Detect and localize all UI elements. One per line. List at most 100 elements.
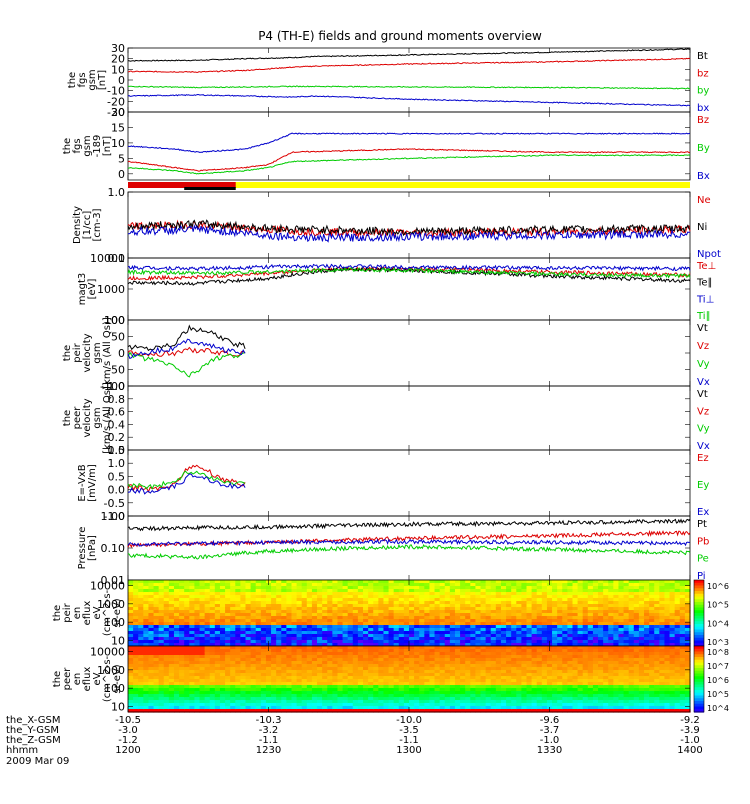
- legend-entry: Pt: [697, 519, 707, 530]
- y-tick-label: 10: [111, 137, 125, 150]
- y-axis-label-line: [cm-3]: [92, 208, 103, 241]
- y-tick-label: 1.5: [108, 444, 126, 457]
- colorbar-label: 10^6: [707, 582, 729, 591]
- y-tick-label: 10000: [90, 252, 125, 265]
- legend-entry: Te∥: [696, 278, 713, 289]
- legend-fgs_gse: Bz By Bx: [697, 115, 710, 182]
- y-tick-label: -0.5: [104, 497, 125, 510]
- y-axis-label-line: [km/s (All Qs)]: [102, 317, 113, 389]
- legend-entry: Ez: [697, 453, 709, 464]
- legend-entry: Pe: [697, 554, 709, 565]
- legend-temperature: Te⊥ Te∥ Ti⊥ Ti∥: [696, 261, 716, 322]
- legend-entry: Vy: [697, 424, 710, 435]
- legend-efield: Ez Ey Ex: [697, 453, 709, 518]
- legend-entry: Npot: [697, 249, 721, 260]
- legend-entry: By: [697, 143, 710, 154]
- y-axis-label: magt3[eV]: [77, 273, 98, 306]
- y-axis-label-line: [eV]: [87, 279, 98, 300]
- legend-entry: Bx: [697, 171, 710, 182]
- panel-frame: [128, 386, 690, 450]
- legend-entry: Ex: [697, 507, 709, 518]
- y-axis-label: Density[1/cc][cm-3]: [72, 206, 103, 244]
- y-tick-label: 1.0: [108, 457, 126, 470]
- legend-entry: Vx: [697, 441, 710, 452]
- colorbar-label: 10^4: [707, 619, 729, 628]
- series-Ti∥: [128, 268, 690, 278]
- y-tick-label: 15: [111, 121, 125, 134]
- legend-entry: bz: [697, 68, 709, 79]
- y-axis-label-line: [mV/m]: [87, 464, 98, 502]
- colorbar-label: 10^5: [707, 601, 729, 610]
- y-tick-label: 0.5: [108, 470, 126, 483]
- legend-entry: Pb: [697, 536, 709, 547]
- legend-entry: Bt: [697, 51, 708, 62]
- legend-entry: Ni: [697, 222, 707, 233]
- y-tick-label: 0: [118, 168, 125, 181]
- mode-bar-black: [184, 187, 236, 190]
- y-tick-label: 0.10: [101, 542, 126, 555]
- legend-entry: Vy: [697, 359, 710, 370]
- y-tick-label: 1.0: [108, 186, 126, 199]
- series-bz: [128, 58, 690, 72]
- y-tick-label: 1.00: [101, 510, 126, 523]
- legend-fgs_gsm: Bt bz by bx: [697, 51, 709, 114]
- legend-entry: Ey: [697, 480, 709, 491]
- legend-entry: Vz: [697, 406, 709, 417]
- legend-entry: Ti⊥: [696, 294, 714, 305]
- spectrogram-electron_eflux: [128, 646, 691, 713]
- panel-frame: [128, 48, 690, 112]
- y-axis-label: E=-VxB[mV/m]: [77, 464, 98, 502]
- legend-entry: bx: [697, 103, 709, 114]
- series-bx: [128, 95, 690, 106]
- legend-entry: Te⊥: [696, 261, 716, 272]
- series-Te∥: [128, 268, 690, 285]
- y-tick-label: 5: [118, 152, 125, 165]
- y-axis-label-line: [nT]: [102, 136, 113, 156]
- y-tick-label: 20: [111, 106, 125, 119]
- series-Pe: [128, 545, 690, 559]
- y-tick-label: 1000: [97, 283, 125, 296]
- mode-bar: [128, 182, 690, 190]
- colorbar-label: 10^3: [707, 638, 729, 647]
- legend-entry: Bz: [697, 115, 709, 126]
- y-axis-label-line: [nT]: [97, 70, 108, 90]
- series-Bz: [128, 149, 690, 171]
- legend-entry: Ne: [697, 195, 711, 206]
- y-axis-label: Pressure[nPa]: [77, 527, 98, 570]
- legend-entry: Ti∥: [696, 311, 711, 322]
- legend-entry: Vz: [697, 341, 709, 352]
- legend-entry: by: [697, 86, 709, 97]
- series-Vt: [128, 326, 245, 351]
- legend-entry: Vx: [697, 377, 710, 388]
- series-Vy: [128, 353, 245, 377]
- legend-density: Ne Ni Npot: [697, 195, 721, 260]
- series-by: [128, 86, 690, 89]
- y-tick-label: 0.0: [108, 484, 126, 497]
- series-By: [128, 155, 690, 174]
- series-Bx: [128, 133, 690, 152]
- y-tick-label: 0: [118, 347, 125, 360]
- y-axis-label-line: sr-eV): [112, 598, 123, 627]
- legend-entry: Vt: [697, 323, 708, 334]
- plot-title: P4 (TH-E) fields and ground moments over…: [258, 29, 542, 43]
- spectrogram-ion_eflux: [128, 580, 691, 647]
- y-axis-label-line: [nPa]: [87, 535, 98, 561]
- y-tick-label: 50: [111, 331, 125, 344]
- colorbar-ion_eflux: 10^6 10^5 10^4 10^3: [694, 580, 729, 647]
